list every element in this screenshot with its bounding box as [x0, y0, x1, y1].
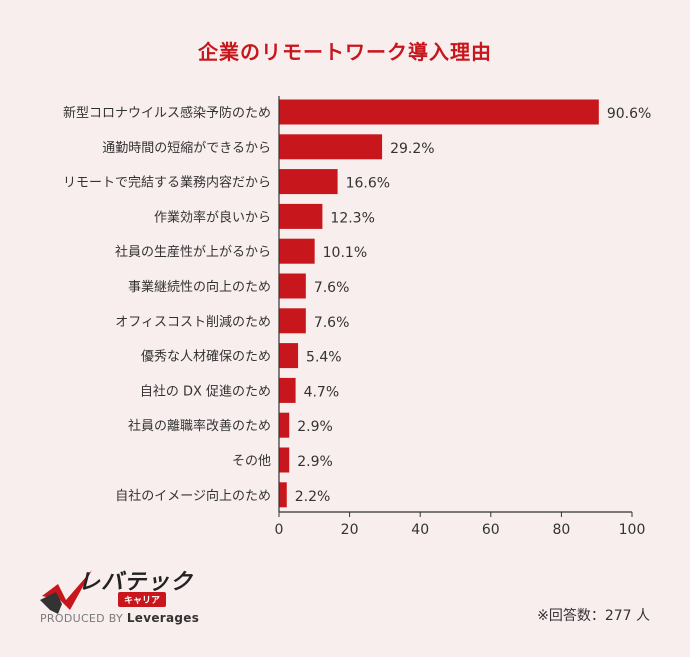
value-label: 7.6%: [314, 280, 350, 296]
bar: [279, 308, 306, 334]
bar: [279, 169, 338, 195]
x-tick-label: 0: [275, 522, 284, 538]
x-tick-label: 80: [552, 522, 570, 538]
value-label: 7.6%: [314, 315, 350, 331]
category-label: 事業継続性の向上のため: [128, 279, 271, 295]
bar: [279, 447, 290, 473]
x-tick-label: 20: [341, 522, 359, 538]
value-label: 2.2%: [295, 489, 331, 505]
bars-layer: 新型コロナウイルス感染予防のため 90.6% 通勤時間の短縮ができるから 29.2% リ…: [63, 99, 651, 508]
x-ticks-layer: 0 20 40 60 80 100: [275, 512, 646, 538]
category-label: 社員の生産性が上がるから: [115, 244, 271, 260]
category-label: 作業効率が良いから: [154, 209, 271, 225]
category-label: オフィスコスト削減のため: [115, 314, 271, 330]
category-label: 新型コロナウイルス感染予防のため: [63, 105, 271, 121]
category-label: 優秀な人材確保のため: [141, 349, 271, 365]
category-label: 自社のイメージ向上のため: [115, 488, 271, 504]
bar: [279, 412, 290, 438]
bar: [279, 238, 315, 264]
category-label: 社員の離職率改善のため: [128, 418, 271, 434]
value-label: 16.6%: [346, 176, 390, 192]
produced-by: PRODUCED BY Leverages: [40, 611, 199, 625]
bar: [279, 203, 323, 229]
bar-chart: 新型コロナウイルス感染予防のため 90.6% 通勤時間の短縮ができるから 29.2% リ…: [63, 96, 651, 538]
value-label: 2.9%: [297, 419, 333, 435]
bar: [279, 273, 306, 299]
bar: [279, 343, 299, 369]
brand-logo: [38, 566, 208, 628]
bar: [279, 377, 296, 403]
value-label: 90.6%: [607, 106, 651, 122]
logo-mark-icon: [40, 570, 92, 614]
logo-text: レバテック: [78, 570, 194, 595]
x-tick-label: 40: [411, 522, 429, 538]
value-label: 12.3%: [330, 210, 374, 226]
x-tick-label: 100: [619, 522, 646, 538]
logo-subtext: キャリア: [118, 592, 167, 607]
respondent-note: ※回答数：277 人: [537, 608, 650, 624]
value-label: 4.7%: [304, 384, 340, 400]
bar: [279, 482, 287, 508]
value-label: 2.9%: [297, 454, 333, 470]
value-label: 10.1%: [323, 245, 367, 261]
category-label: 通勤時間の短縮ができるから: [102, 140, 271, 156]
bar: [279, 134, 383, 160]
category-label: リモートで完結する業務内容だから: [63, 175, 271, 191]
produced-prefix: PRODUCED BY: [40, 612, 124, 625]
value-label: 5.4%: [306, 350, 342, 366]
produced-brand: Leverages: [126, 611, 200, 625]
x-tick-label: 60: [482, 522, 500, 538]
chart-title: 企業のリモートワーク導入理由: [198, 40, 492, 64]
category-label: その他: [232, 454, 271, 469]
value-label: 29.2%: [390, 141, 434, 157]
category-label: 自社の DX 促進のため: [140, 383, 271, 399]
bar: [279, 99, 599, 125]
